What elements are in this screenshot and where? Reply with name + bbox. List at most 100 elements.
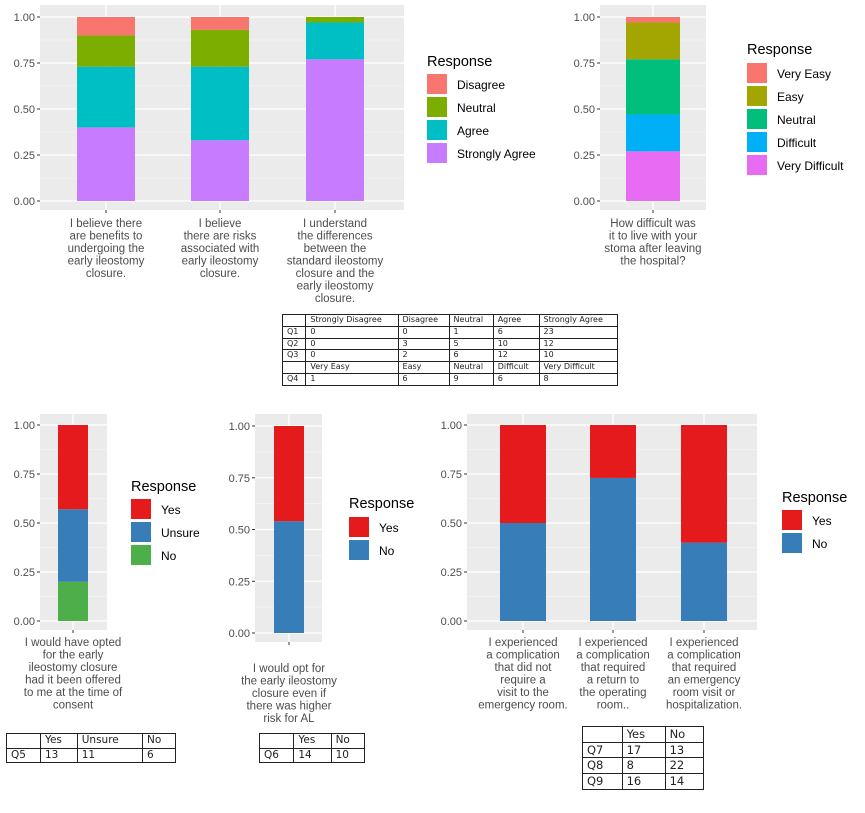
table-cell: 11: [76, 747, 143, 764]
x-category-label: I experienced: [578, 637, 647, 649]
x-category-label: I understand: [303, 218, 367, 230]
table-cell: 12: [492, 349, 540, 363]
table-cell: Q4: [281, 372, 307, 386]
y-tick-label: 0.50: [14, 104, 35, 116]
x-category-label: the hospital?: [620, 256, 685, 268]
table-cell: Difficult: [492, 361, 540, 374]
table-cell: 6: [492, 325, 540, 339]
bar-neutral: [77, 35, 135, 67]
y-tick-label: 0.75: [14, 58, 35, 70]
legend-title: Response: [349, 496, 414, 512]
x-category-label: emergency room.: [478, 700, 567, 712]
table-q1-q4: Strongly Disagree Disagree Neutral Agree Str…: [281, 314, 619, 386]
legend-title: Response: [747, 42, 812, 58]
table-cell: Q3: [281, 349, 307, 363]
table-cell: 22: [664, 757, 705, 774]
y-tick-label: 0.50: [574, 104, 595, 116]
y-tick-label: 1.00: [441, 420, 462, 432]
x-category-label: I would have opted: [25, 637, 122, 649]
table-cell: 13: [664, 741, 705, 759]
x-category-label: that did not: [495, 662, 553, 674]
bar-yes: [274, 426, 304, 522]
table-cell: 5: [448, 337, 494, 351]
table-cell: Neutral: [448, 361, 494, 374]
bar-yes: [681, 425, 727, 543]
x-category-label: closure.: [200, 268, 240, 280]
y-tick-label: 0.75: [229, 473, 250, 485]
x-category-label: a complication: [667, 650, 741, 662]
table-row: Yes No: [582, 726, 705, 743]
legend-entry: Very Easy: [777, 67, 831, 81]
table-cell: [582, 726, 623, 743]
x-category-label: require a: [500, 675, 546, 687]
table-q7-q9: Yes No Q7 17 13 Q8 8 22 Q9 16 14: [582, 726, 705, 790]
chart-c3: 0.00 0.25 0.50 0.75 1.00 I would have optedfo…: [14, 414, 200, 712]
bar-yes: [500, 425, 546, 523]
x-category-label: associated with: [181, 243, 260, 255]
x-category-label: ileostomy closure: [29, 662, 118, 674]
table-cell: 8: [621, 757, 666, 774]
legend-entry: Yes: [161, 503, 181, 517]
table-cell: Yes: [293, 733, 332, 749]
x-category-label: to me at the time of: [24, 687, 123, 699]
bar-no: [274, 521, 304, 633]
y-tick-label: 0.00: [574, 196, 595, 208]
y-tick-label: 0.75: [14, 469, 35, 481]
y-tick-label: 0.25: [441, 567, 462, 579]
legend-title: Response: [427, 54, 492, 70]
bar-agree: [191, 66, 249, 141]
table-cell: No: [664, 726, 705, 743]
legend-entry: Neutral: [777, 113, 816, 127]
legend-title: Response: [782, 490, 847, 506]
legend-entry: Easy: [777, 90, 804, 104]
table-cell: 12: [538, 337, 619, 351]
y-tick-label: 0.50: [14, 518, 35, 530]
table-cell: 6: [448, 349, 494, 363]
bar-unsure: [58, 509, 88, 582]
y-tick-label: 0.00: [14, 196, 35, 208]
table-cell: 8: [538, 372, 619, 386]
table-cell: 0: [305, 337, 399, 351]
bar-strongly-agree: [77, 127, 135, 201]
table-cell: Disagree: [397, 314, 450, 327]
table-cell: Very Difficult: [538, 361, 619, 374]
table-row: Strongly Disagree Disagree Neutral Agree Str…: [281, 314, 619, 327]
x-category-label: How difficult was: [610, 218, 696, 230]
table-cell: No: [141, 733, 177, 749]
x-category-label: a return to: [587, 675, 639, 687]
x-category-label: closure.: [315, 293, 355, 305]
legend-key: [427, 74, 447, 94]
legend-entry: No: [812, 537, 828, 551]
table-cell: 17: [621, 741, 666, 759]
x-category-label: that required: [581, 662, 646, 674]
legend-entry: No: [161, 549, 177, 563]
bar-no: [681, 542, 727, 621]
table-row: Q8 8 22: [582, 757, 705, 774]
x-category-label: I believe there: [70, 218, 142, 230]
legend-key: [427, 97, 447, 117]
table-cell: 10: [538, 349, 619, 363]
x-category-label: are benefits to: [70, 231, 143, 243]
bar-agree: [77, 66, 135, 128]
y-tick-label: 1.00: [14, 12, 35, 24]
x-category-label: the early ileostomy: [241, 676, 337, 688]
x-category-label: early ileostomy: [68, 256, 145, 268]
legend-entry: Difficult: [777, 136, 817, 150]
x-category-label: I believe: [199, 218, 242, 230]
table-q6: Yes No Q6 14 10: [258, 733, 366, 764]
table-cell: 1: [448, 325, 494, 339]
legend-key: [131, 499, 151, 519]
bar-very-difficult: [626, 151, 680, 201]
y-tick-label: 0.00: [14, 616, 35, 628]
table-cell: 6: [141, 747, 177, 764]
x-category-label: an emergency: [668, 675, 741, 687]
x-category-label: early ileostomy: [297, 281, 374, 293]
x-category-label: room..: [597, 700, 630, 712]
bar-no: [590, 477, 636, 621]
table-cell: 23: [538, 325, 619, 339]
x-category-label: a complication: [486, 650, 560, 662]
table-cell: Q9: [582, 772, 623, 790]
x-category-label: consent: [53, 700, 94, 712]
x-category-label: there was higher: [246, 701, 331, 713]
legend-key: [747, 132, 767, 152]
